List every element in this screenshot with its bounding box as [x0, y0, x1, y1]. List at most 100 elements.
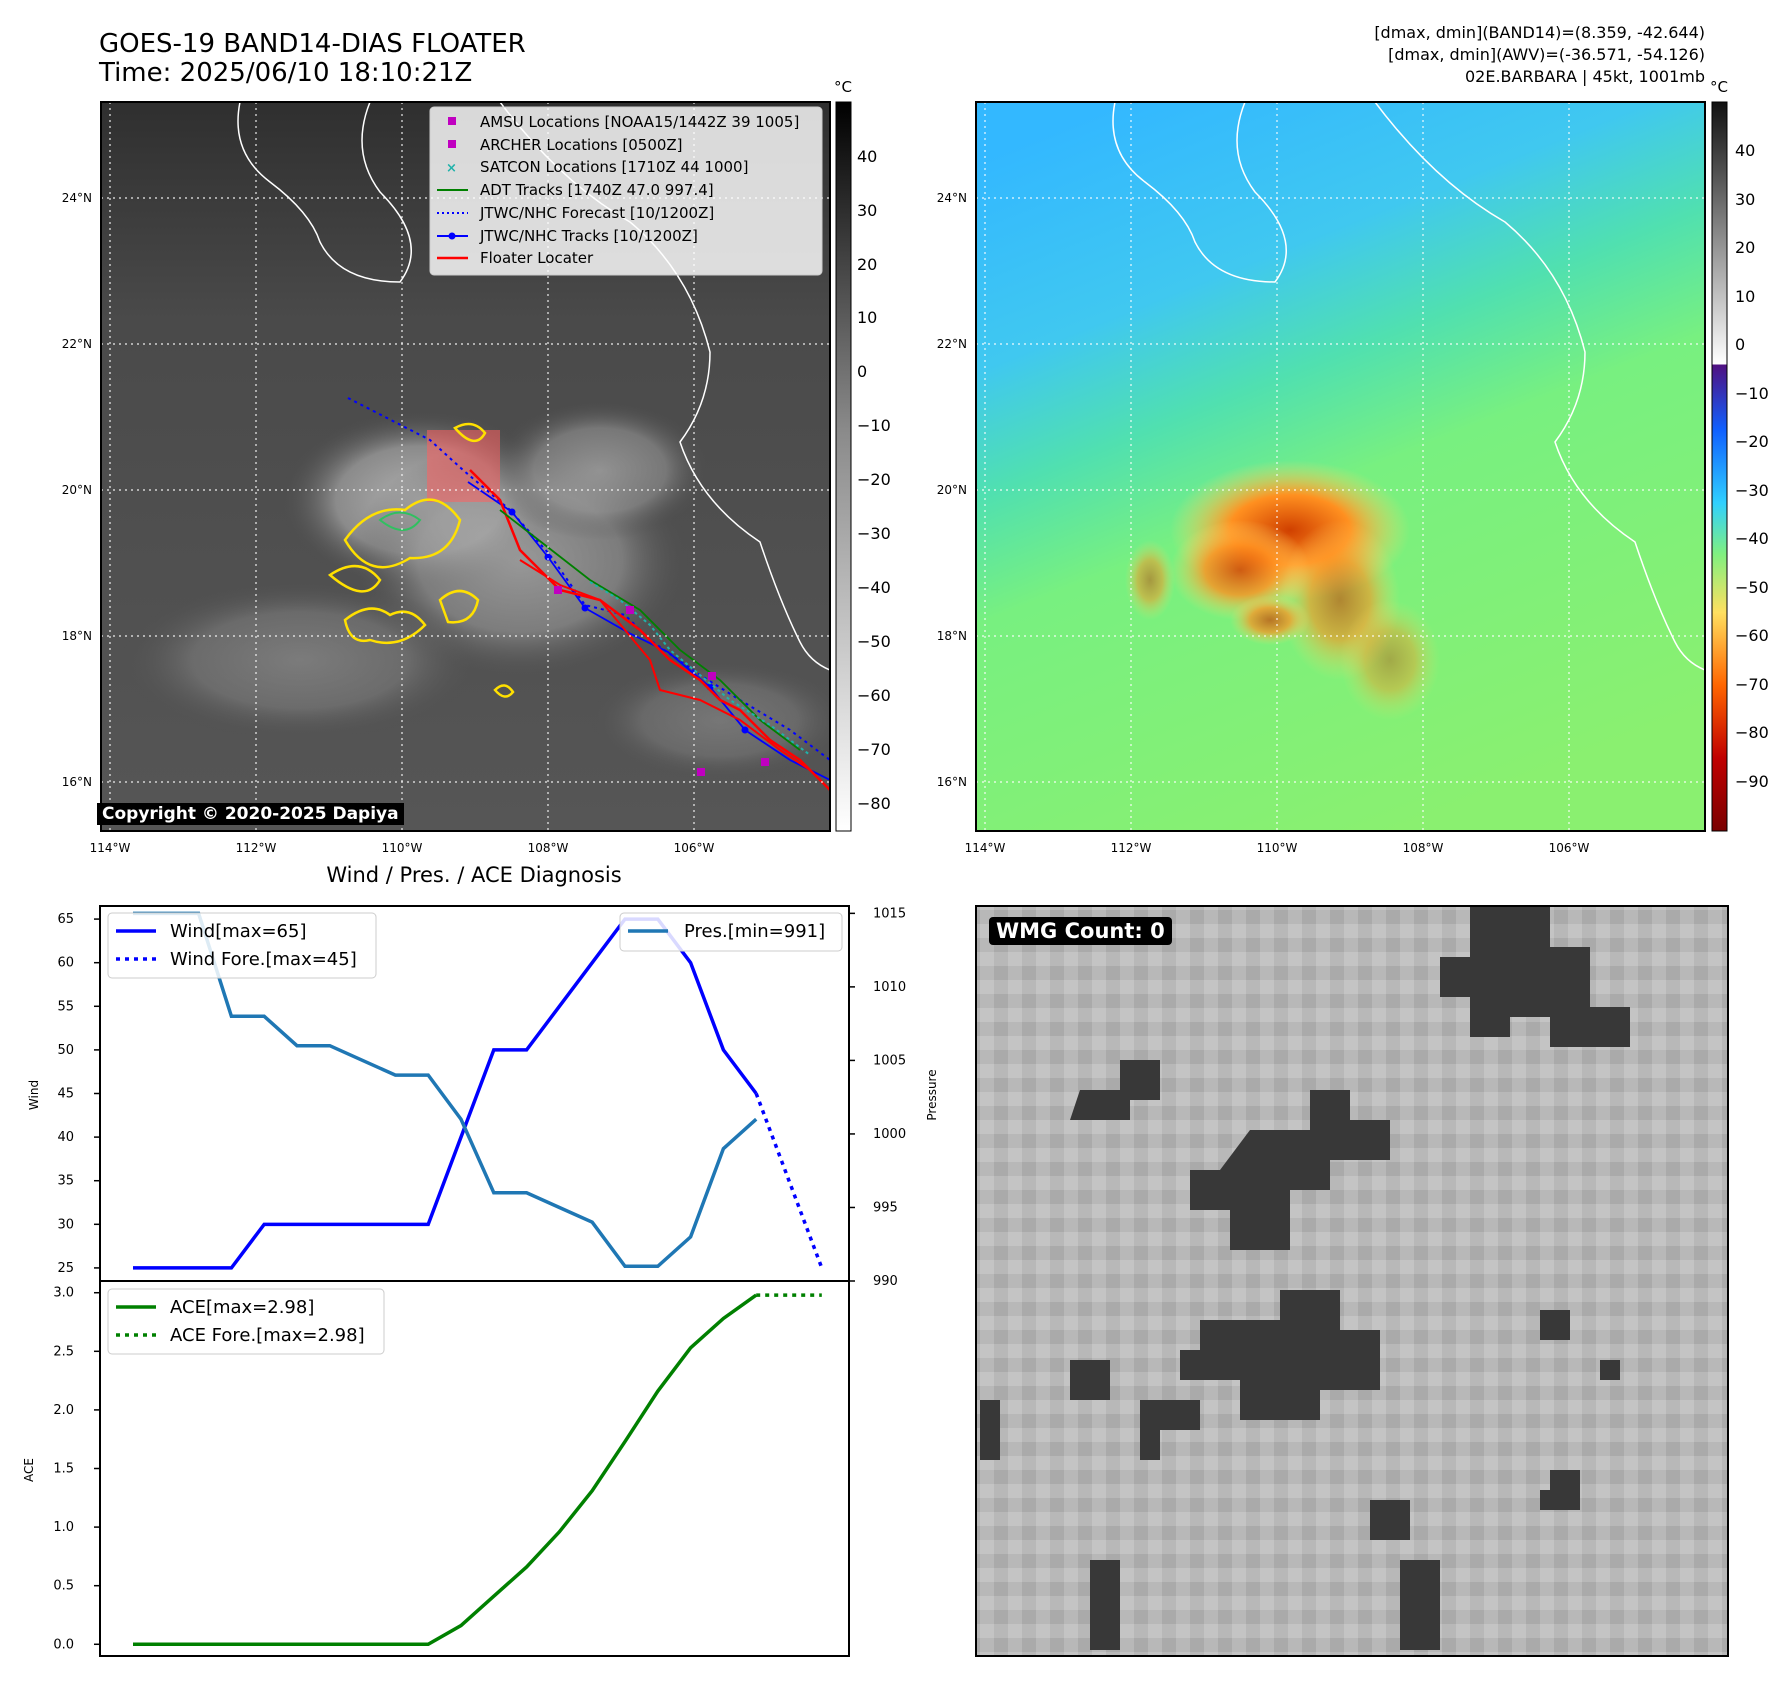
- legend-archer: ARCHER Locations [0500Z]: [480, 136, 683, 154]
- lon-label: 110°W: [1257, 841, 1298, 855]
- ace-tick-label: 0.0: [53, 1637, 74, 1652]
- cbar-tick: 40: [857, 147, 877, 166]
- ace-tick-label: 2.5: [53, 1344, 74, 1359]
- legend-floater: Floater Locater: [480, 249, 594, 267]
- legend-amsu-marker: [448, 117, 456, 125]
- wind-tick-label: 50: [57, 1043, 74, 1058]
- lon-label: 114°W: [965, 841, 1006, 855]
- wind-tick-label: 65: [57, 912, 74, 927]
- legend-wind: Wind[max=65]: [170, 921, 307, 942]
- wind-tick-label: 55: [57, 999, 74, 1014]
- pressure-tick-label: 1010: [873, 980, 906, 995]
- cbar-tick: −20: [1735, 432, 1769, 451]
- series-line-2: [133, 911, 758, 1269]
- copyright-badge: Copyright © 2020-2025 Dapiya: [97, 803, 404, 825]
- wind-pressure-panel: 25 30 35 40 45 50 55 60 65 990 995 1000 1005 1010 101…: [27, 905, 939, 1289]
- lat-label: 24°N: [62, 191, 92, 205]
- lat-label: 24°N: [937, 191, 967, 205]
- title-line1: GOES-19 BAND14-DIAS FLOATER: [99, 29, 526, 59]
- legend-wind-fore: Wind Fore.[max=45]: [170, 949, 357, 970]
- wind-tick-label: 45: [57, 1087, 74, 1102]
- wind-tick-label: 25: [57, 1261, 74, 1276]
- wmg-count-badge: WMG Count: 0: [989, 917, 1172, 945]
- series-line-1: [754, 1092, 824, 1269]
- cbar-tick: −40: [1735, 529, 1769, 548]
- pressure-legend: [619, 912, 843, 952]
- lat-label: 20°N: [937, 483, 967, 497]
- ace-tick-label: 1.5: [53, 1462, 74, 1477]
- ace-tick-label: 2.0: [53, 1403, 74, 1418]
- ace-series-line-0: [133, 1293, 758, 1647]
- info-line2: [dmax, dmin](AWV)=(-36.571, -54.126): [1388, 45, 1705, 64]
- pressure-tick-label: 1015: [873, 906, 906, 921]
- lon-label: 106°W: [674, 841, 715, 855]
- ace-tick-label: 1.0: [53, 1520, 74, 1535]
- left-colorbar: °C 40 30 20 10 0 −10 −20 −30 −40 −50 −60…: [834, 78, 891, 832]
- legend-satcon-marker: ×: [446, 161, 457, 176]
- pressure-tick-label: 990: [873, 1274, 898, 1289]
- colorbar-unit: °C: [834, 78, 852, 96]
- left-map-lat-labels: 24°N 22°N 20°N 18°N 16°N: [62, 191, 92, 789]
- legend-ace: ACE[max=2.98]: [170, 1297, 314, 1318]
- right-map-lat-labels: 24°N 22°N 20°N 18°N 16°N: [937, 191, 967, 789]
- cbar-tick: −10: [1735, 384, 1769, 403]
- wmg-panel: [975, 905, 1729, 1657]
- left-map-lon-labels: 114°W 112°W 110°W 108°W 106°W: [90, 841, 715, 855]
- legend-tracks: JTWC/NHC Tracks [10/1200Z]: [479, 227, 698, 245]
- wind-tick-label: 35: [57, 1174, 74, 1189]
- legend-adt: ADT Tracks [1740Z 47.0 997.4]: [480, 181, 714, 199]
- legend-pres: Pres.[min=991]: [684, 921, 825, 942]
- wind-tick-label: 60: [57, 956, 74, 971]
- ace-axis-label: ACE: [22, 1458, 36, 1482]
- ace-legend: [107, 1288, 385, 1355]
- title-line2: Time: 2025/06/10 18:10:21Z: [98, 58, 472, 88]
- legend-amsu: AMSU Locations [NOAA15/1442Z 39 1005]: [480, 113, 799, 131]
- lat-label: 18°N: [62, 629, 92, 643]
- cbar-tick: 10: [857, 308, 877, 327]
- pressure-tick-label: 1005: [873, 1053, 906, 1068]
- right-map-lon-labels: 114°W 112°W 110°W 108°W 106°W: [965, 841, 1590, 855]
- ace-panel: 0.00.51.01.52.02.53.0 ACE ACE[max=2.98] …: [22, 1280, 850, 1657]
- cbar-tick: −20: [857, 470, 891, 489]
- lon-label: 108°W: [528, 841, 569, 855]
- cbar-tick: −80: [857, 794, 891, 813]
- cbar-tick: −70: [857, 740, 891, 759]
- cbar-tick: −10: [857, 416, 891, 435]
- right-map-panel: [975, 101, 1706, 832]
- lon-label: 108°W: [1403, 841, 1444, 855]
- info-line3: 02E.BARBARA | 45kt, 1001mb: [1465, 67, 1705, 86]
- lon-label: 110°W: [382, 841, 423, 855]
- cbar-tick: 0: [857, 362, 867, 381]
- wind-axis-label: Wind: [27, 1080, 41, 1110]
- info-line1: [dmax, dmin](BAND14)=(8.359, -42.644): [1374, 23, 1705, 42]
- lat-label: 22°N: [937, 337, 967, 351]
- cbar-tick: 30: [857, 201, 877, 220]
- pressure-tick-label: 995: [873, 1200, 898, 1215]
- lat-label: 18°N: [937, 629, 967, 643]
- ace-tick-label: 0.5: [53, 1579, 74, 1594]
- cbar-tick: 30: [1735, 190, 1755, 209]
- lat-label: 22°N: [62, 337, 92, 351]
- lat-label: 20°N: [62, 483, 92, 497]
- cbar-tick: 40: [1735, 141, 1755, 160]
- colorbar-unit: °C: [1710, 78, 1728, 96]
- lat-label: 16°N: [937, 775, 967, 789]
- legend-ace-fore: ACE Fore.[max=2.98]: [170, 1325, 365, 1346]
- lon-label: 114°W: [90, 841, 131, 855]
- wind-tick-label: 30: [57, 1217, 74, 1232]
- lon-label: 106°W: [1549, 841, 1590, 855]
- cbar-tick: −70: [1735, 675, 1769, 694]
- cbar-tick: −30: [857, 524, 891, 543]
- legend-forecast: JTWC/NHC Forecast [10/1200Z]: [479, 204, 714, 222]
- legend-archer-marker: [448, 140, 456, 148]
- cbar-tick: 20: [857, 255, 877, 274]
- legend-satcon: SATCON Locations [1710Z 44 1000]: [480, 158, 748, 176]
- cbar-tick: −60: [857, 686, 891, 705]
- cbar-tick: −90: [1735, 772, 1769, 791]
- cbar-tick: −30: [1735, 481, 1769, 500]
- cbar-tick: −60: [1735, 626, 1769, 645]
- wind-tick-label: 40: [57, 1130, 74, 1145]
- pressure-tick-label: 1000: [873, 1127, 906, 1142]
- right-colorbar: °C 40 30 20 10 0 −10 −20 −30 −40 −50 −60…: [1710, 78, 1769, 832]
